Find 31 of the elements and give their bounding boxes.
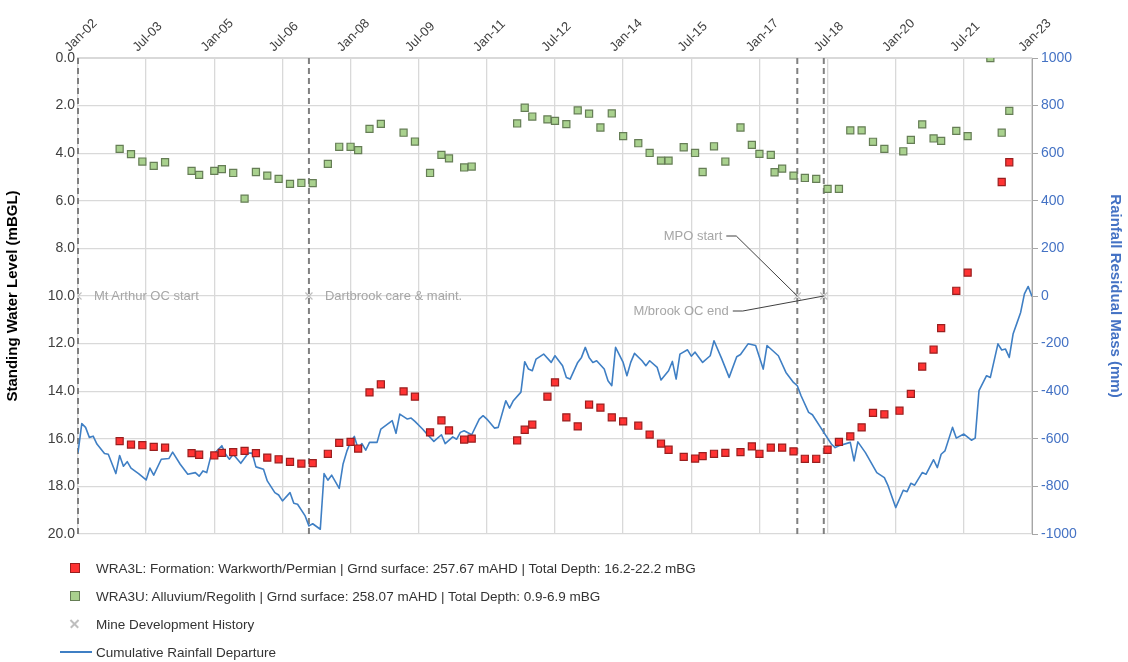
y2-tick-label: -600 [1041, 429, 1070, 446]
y2-tick-label: -800 [1041, 477, 1070, 494]
annotation: MPO start [663, 227, 723, 243]
y-tick-label: 16.0 [47, 429, 76, 446]
y2-tick-label: 1000 [1041, 48, 1073, 65]
y2-tick-label: -200 [1041, 334, 1070, 351]
y-tick-label: 2.0 [55, 96, 76, 113]
y2-tick-label: 600 [1041, 144, 1065, 161]
y-axis-title: Standing Water Level (mBGL) [3, 190, 21, 402]
y-tick-label: 4.0 [55, 144, 76, 161]
y-tick-label: 20.0 [47, 524, 76, 541]
y2-axis-title: Rainfall Residual Mass (mm) [1107, 194, 1125, 398]
y2-tick-label: -400 [1041, 382, 1070, 399]
y-tick-label: 10.0 [47, 286, 76, 303]
y-tick-label: 18.0 [47, 477, 76, 494]
y-tick-label: 8.0 [55, 239, 76, 256]
legend-label: WRA3L: Formation: Warkworth/Permian | Grnd surface: 257.67 mAHD | Total Depth: 16.2-22.2 mBG [96, 560, 696, 576]
legend-label: Mine Development History [96, 616, 255, 632]
y-tick-label: 12.0 [47, 334, 76, 351]
y2-tick-label: 800 [1041, 96, 1065, 113]
annotation: Mt Arthur OC start [94, 287, 200, 303]
y2-tick-label: 400 [1041, 191, 1065, 208]
legend-label: Cumulative Rainfall Departure [96, 644, 277, 660]
y2-tick-label: 200 [1041, 239, 1065, 256]
y2-tick-label: 0 [1041, 286, 1049, 303]
y-tick-label: 14.0 [47, 382, 76, 399]
y2-tick-label: -1000 [1041, 524, 1078, 541]
legend-label: WRA3U: Alluvium/Regolith | Grnd surface: 258.07 mAHD | Total Depth: 0.9-6.9 mBG [96, 588, 601, 604]
annotation: M/brook OC end [633, 302, 729, 318]
y-tick-label: 6.0 [55, 191, 76, 208]
annotation: Dartbrook care & maint. [324, 287, 463, 303]
